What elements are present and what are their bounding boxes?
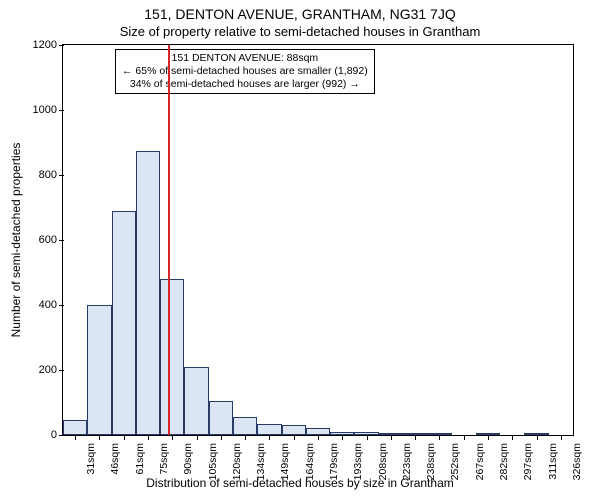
x-axis-label: Distribution of semi-detached houses by … xyxy=(0,476,600,490)
x-tick-mark xyxy=(294,435,295,440)
x-tick-mark xyxy=(99,435,100,440)
y-tick-label: 1000 xyxy=(17,104,63,116)
x-tick-mark xyxy=(512,435,513,440)
histogram-bar xyxy=(136,151,160,435)
x-tick-mark xyxy=(439,435,440,440)
x-tick-mark xyxy=(148,435,149,440)
callout-line1: 151 DENTON AVENUE: 88sqm xyxy=(122,52,368,65)
callout-line2: ← 65% of semi-detached houses are smalle… xyxy=(122,65,368,78)
histogram-bar xyxy=(282,425,306,435)
histogram-bar xyxy=(209,401,233,435)
plot-area: 151 DENTON AVENUE: 88sqm ← 65% of semi-d… xyxy=(62,44,574,436)
x-tick-mark xyxy=(342,435,343,440)
x-tick-mark xyxy=(172,435,173,440)
x-tick-mark xyxy=(561,435,562,440)
callout-line3: 34% of semi-detached houses are larger (… xyxy=(122,78,368,91)
y-tick-label: 600 xyxy=(17,234,63,246)
x-tick-mark xyxy=(488,435,489,440)
x-tick-mark xyxy=(391,435,392,440)
x-tick-mark xyxy=(245,435,246,440)
reference-line xyxy=(168,45,170,435)
property-size-chart: 151, DENTON AVENUE, GRANTHAM, NG31 7JQ S… xyxy=(0,0,600,500)
y-tick-label: 1200 xyxy=(17,39,63,51)
chart-title-line2: Size of property relative to semi-detach… xyxy=(0,24,600,39)
y-tick-label: 200 xyxy=(17,364,63,376)
x-tick-mark xyxy=(269,435,270,440)
y-tick-label: 0 xyxy=(17,429,63,441)
histogram-bar xyxy=(184,367,208,435)
x-tick-mark xyxy=(367,435,368,440)
histogram-bar xyxy=(306,428,330,435)
x-tick-mark xyxy=(75,435,76,440)
reference-callout: 151 DENTON AVENUE: 88sqm ← 65% of semi-d… xyxy=(115,49,375,94)
histogram-bar xyxy=(233,417,257,435)
histogram-bar xyxy=(87,305,111,435)
histogram-bar xyxy=(160,279,184,435)
x-tick-mark xyxy=(464,435,465,440)
y-tick-label: 800 xyxy=(17,169,63,181)
chart-title-line1: 151, DENTON AVENUE, GRANTHAM, NG31 7JQ xyxy=(0,6,600,22)
x-tick-mark xyxy=(415,435,416,440)
x-tick-mark xyxy=(124,435,125,440)
histogram-bar xyxy=(63,420,87,435)
x-tick-mark xyxy=(537,435,538,440)
histogram-bar xyxy=(112,211,136,435)
histogram-bar xyxy=(257,424,281,435)
x-tick-mark xyxy=(221,435,222,440)
x-tick-mark xyxy=(197,435,198,440)
y-tick-label: 400 xyxy=(17,299,63,311)
x-tick-mark xyxy=(318,435,319,440)
